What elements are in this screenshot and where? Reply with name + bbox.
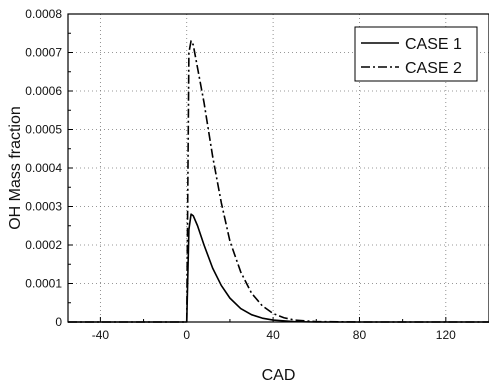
y-tick-label: 0.0002 bbox=[25, 238, 62, 252]
legend: CASE 1 CASE 2 bbox=[354, 26, 478, 82]
y-tick-label: 0.0001 bbox=[25, 277, 62, 291]
x-axis-title: CAD bbox=[262, 367, 296, 384]
x-tick-label: 40 bbox=[266, 328, 280, 342]
y-tick-label: 0.0007 bbox=[25, 46, 62, 60]
y-tick-label: 0.0008 bbox=[25, 7, 62, 21]
x-tick-label: 80 bbox=[353, 328, 367, 342]
y-tick-label: 0.0003 bbox=[25, 200, 62, 214]
x-tick-label: -40 bbox=[92, 328, 110, 342]
ticks-layer: 0 0.0001 0.0002 0.0003 0.0004 0.0005 0.0006 0.0… bbox=[25, 7, 489, 342]
series-layer bbox=[68, 40, 489, 323]
y-tick-label: 0.0005 bbox=[25, 123, 62, 137]
y-tick-label: 0.0004 bbox=[25, 161, 62, 175]
legend-label-case-1: CASE 1 bbox=[405, 36, 462, 53]
y-tick-label: 0 bbox=[55, 315, 62, 329]
x-tick-label: 120 bbox=[436, 328, 456, 342]
x-tick-label: 0 bbox=[183, 328, 190, 342]
legend-label-case-2: CASE 2 bbox=[405, 60, 462, 77]
legend-box bbox=[354, 26, 478, 82]
y-axis-title: OH Mass fraction bbox=[7, 106, 24, 230]
series-line-case-2 bbox=[68, 40, 489, 323]
series-line-case-1 bbox=[68, 213, 489, 323]
y-tick-label: 0.0006 bbox=[25, 84, 62, 98]
